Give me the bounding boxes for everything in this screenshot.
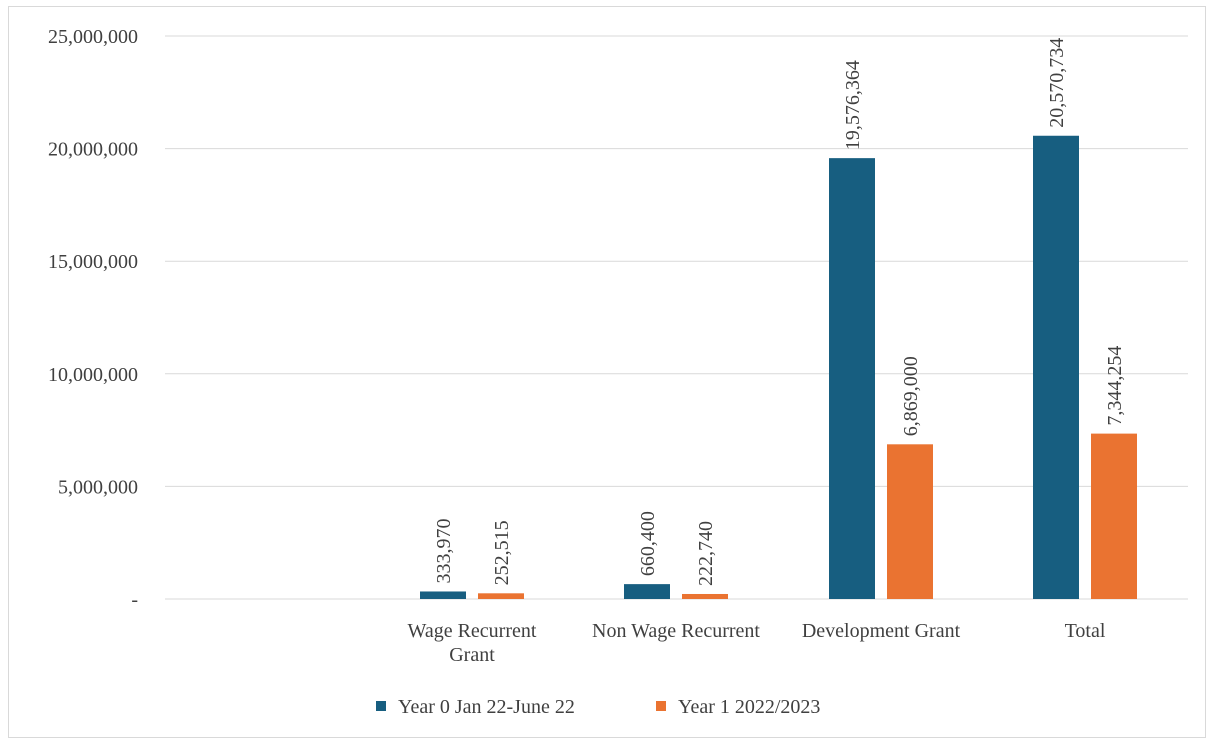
data-label: 333,970	[433, 518, 455, 583]
y-tick-label: 15,000,000	[48, 251, 138, 273]
legend-swatch	[656, 701, 666, 711]
y-tick-label: 10,000,000	[48, 364, 138, 386]
bar-year0	[1033, 136, 1079, 599]
x-category-label: Non Wage Recurrent	[592, 620, 760, 642]
legend: Year 0 Jan 22-June 22 Year 1 2022/2023	[376, 696, 820, 718]
data-label: 6,869,000	[900, 356, 922, 436]
data-label: 660,400	[637, 511, 659, 576]
y-tick-label: 25,000,000	[48, 26, 138, 48]
x-category-label: Total	[1065, 620, 1106, 642]
data-label: 7,344,254	[1104, 346, 1126, 426]
x-category-label: Development Grant	[802, 620, 961, 642]
data-label: 19,576,364	[842, 60, 864, 150]
y-axis-tick-labels: - 5,000,000 10,000,000 15,000,000 20,000,000…	[48, 26, 138, 611]
legend-label: Year 1 2022/2023	[678, 696, 820, 718]
legend-swatch	[376, 701, 386, 711]
x-category-label: Wage Recurrent	[408, 620, 537, 642]
y-tick-label: 20,000,000	[48, 139, 138, 161]
data-label: 20,570,734	[1046, 38, 1068, 128]
x-category-label: Grant	[449, 644, 495, 666]
y-tick-label: -	[131, 589, 138, 611]
y-tick-label: 5,000,000	[58, 476, 138, 498]
bar-year0	[829, 158, 875, 599]
bar-year1	[1091, 434, 1137, 599]
data-label: 252,515	[491, 520, 513, 585]
data-labels: 333,970 252,515 660,400 222,740 19,576,364 6,…	[433, 38, 1126, 586]
bar-year0	[624, 584, 670, 599]
bar-year1	[478, 593, 524, 599]
bar-year1	[682, 594, 728, 599]
bar-year0	[420, 591, 466, 599]
bar-year1	[887, 444, 933, 599]
data-label: 222,740	[695, 521, 717, 586]
bars	[420, 136, 1137, 599]
legend-label: Year 0 Jan 22-June 22	[398, 696, 575, 718]
